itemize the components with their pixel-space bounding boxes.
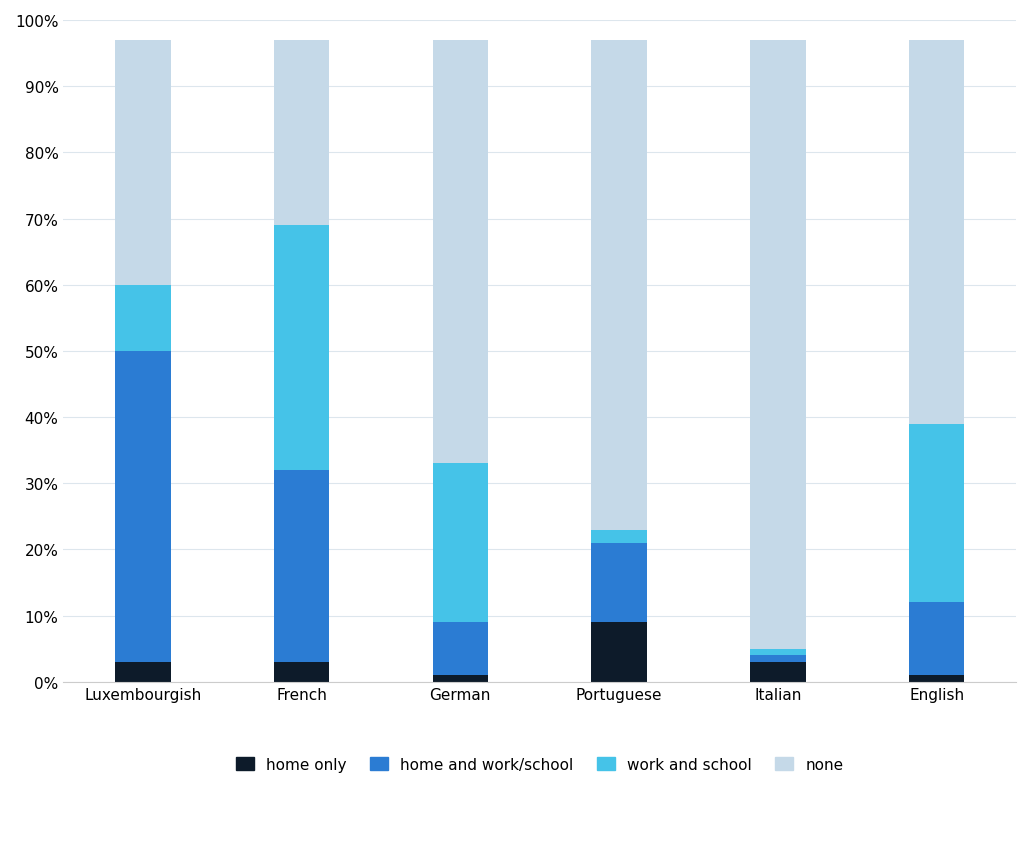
Bar [274,663,329,682]
Bar [751,649,805,656]
Bar [115,663,170,682]
Legend: home only, home and work/school, work and school, none: home only, home and work/school, work an… [228,749,852,779]
Bar [751,41,805,649]
Bar [592,544,646,623]
Bar [115,41,170,285]
Bar [909,675,964,682]
Bar [592,41,646,530]
Bar [433,464,488,623]
Bar [433,675,488,682]
Bar [115,351,170,663]
Bar [274,41,329,226]
Bar [909,41,964,425]
Bar [115,285,170,351]
Bar [274,226,329,470]
Bar [274,470,329,663]
Bar [751,663,805,682]
Bar [433,41,488,464]
Bar [909,425,964,603]
Bar [592,530,646,544]
Bar [433,623,488,675]
Bar [751,656,805,663]
Bar [592,623,646,682]
Bar [909,603,964,675]
